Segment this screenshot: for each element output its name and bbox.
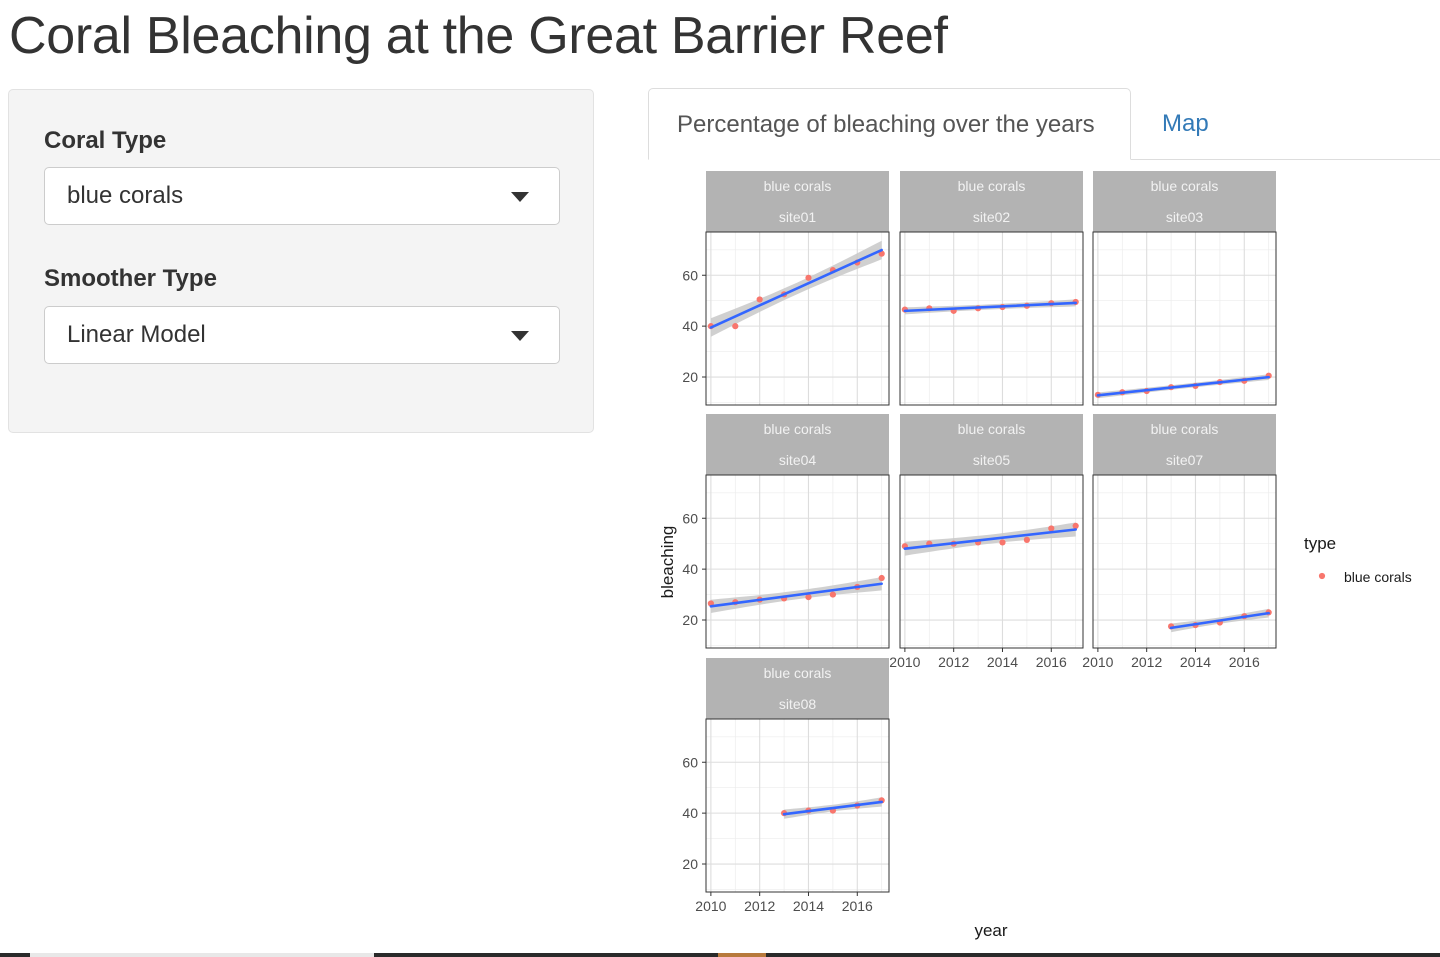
trend-line [1169,611,1270,630]
data-point [756,296,763,303]
page-title: Coral Bleaching at the Great Barrier Ree… [9,7,948,65]
y-tick-label: 60 [682,754,698,770]
x-tick-label: 2012 [938,654,969,670]
facet-strip [900,414,1083,475]
legend-title: type [1304,534,1336,553]
facet-panel [899,474,1084,649]
coral-type-label: Coral Type [44,127,167,154]
facet-panel-border [705,231,890,406]
facet-panel-border [899,474,1084,649]
x-tick-label: 2014 [793,898,824,914]
trend-line [709,248,883,329]
y-tick-label: 40 [682,805,698,821]
tab-bleaching-over-years[interactable]: Percentage of bleaching over the years [648,88,1131,160]
y-tick-label: 60 [682,510,698,526]
bottom-window-strip [0,953,1440,957]
x-tick-label: 2010 [889,654,920,670]
facet-strip-site: site04 [779,452,817,468]
facet-panel-border [705,474,890,649]
facet-strip [1093,171,1276,232]
x-tick-label: 2016 [1036,654,1067,670]
facet-strip [1093,414,1276,475]
facet-strip [706,171,889,232]
facet-strip-site: site05 [973,452,1011,468]
legend-key [1318,572,1326,580]
y-tick-label: 60 [682,267,698,283]
data-point [1048,525,1055,532]
y-tick-label: 20 [682,856,698,872]
facet-strip [706,414,889,475]
x-tick-label: 2012 [744,898,775,914]
facet-strip-site: site02 [973,209,1011,225]
facet-strip-site: site08 [779,696,817,712]
facet-strip [900,171,1083,232]
trend-line [903,528,1077,550]
smoother-type-value: Linear Model [67,321,206,348]
data-point [805,274,812,281]
trend-line [782,800,883,816]
data-point [1072,522,1079,529]
facet-strip-site: site07 [1166,452,1204,468]
y-tick-label: 40 [682,561,698,577]
trend-line [1096,375,1270,397]
facet-strip-type: blue corals [958,421,1026,437]
facet-panel [899,231,1084,406]
facet-panel-border [1092,231,1277,406]
data-point [732,323,739,330]
y-tick-label: 40 [682,318,698,334]
facet-strip-type: blue corals [1151,421,1219,437]
facet-strip-type: blue corals [958,178,1026,194]
facet-panel-border [899,231,1084,406]
x-tick-label: 2012 [1131,654,1162,670]
facet-strip [706,658,889,719]
data-point [829,591,836,598]
smoother-type-select[interactable]: Linear Model [44,306,560,364]
trend-line [903,301,1077,313]
facet-strip-type: blue corals [764,665,832,681]
data-point [1023,536,1030,543]
facet-panel [1092,231,1277,406]
facet-strip-type: blue corals [764,421,832,437]
facet-strip-site: site01 [779,209,817,225]
x-tick-label: 2014 [1180,654,1211,670]
x-tick-label: 2010 [1082,654,1113,670]
bleaching-faceted-chart: blue corals site01 20 40 60 blue corals site02… [658,171,1412,940]
trend-line [709,582,883,608]
facet-panel-border [705,718,890,893]
x-tick-label: 2010 [695,898,726,914]
facet-strip-type: blue corals [1151,178,1219,194]
facet-strip-type: blue corals [764,178,832,194]
y-tick-label: 20 [682,612,698,628]
legend-entry: blue corals [1344,569,1412,585]
x-tick-label: 2014 [987,654,1018,670]
caret-down-icon [511,331,529,341]
x-axis-title: year [974,921,1007,940]
tab-map[interactable]: Map [1131,88,1241,160]
facet-strip-site: site03 [1166,209,1204,225]
tab-label: Percentage of bleaching over the years [677,111,1095,138]
tab-label: Map [1162,110,1209,137]
data-point [805,594,812,601]
data-point [878,574,885,582]
sidebar-panel: Coral Type blue corals Smoother Type Lin… [8,89,594,433]
smoother-type-label: Smoother Type [44,265,217,292]
tab-bar: Percentage of bleaching over the years M… [648,88,1440,160]
coral-type-value: blue corals [67,182,184,209]
facet-panel-border [1092,474,1277,649]
data-point [999,539,1006,546]
y-axis-title: bleaching [658,526,677,599]
x-tick-label: 2016 [842,898,873,914]
caret-down-icon [511,192,529,202]
x-tick-label: 2016 [1229,654,1260,670]
facet-panel [705,474,890,649]
coral-type-select[interactable]: blue corals [44,167,560,225]
y-tick-label: 20 [682,369,698,385]
